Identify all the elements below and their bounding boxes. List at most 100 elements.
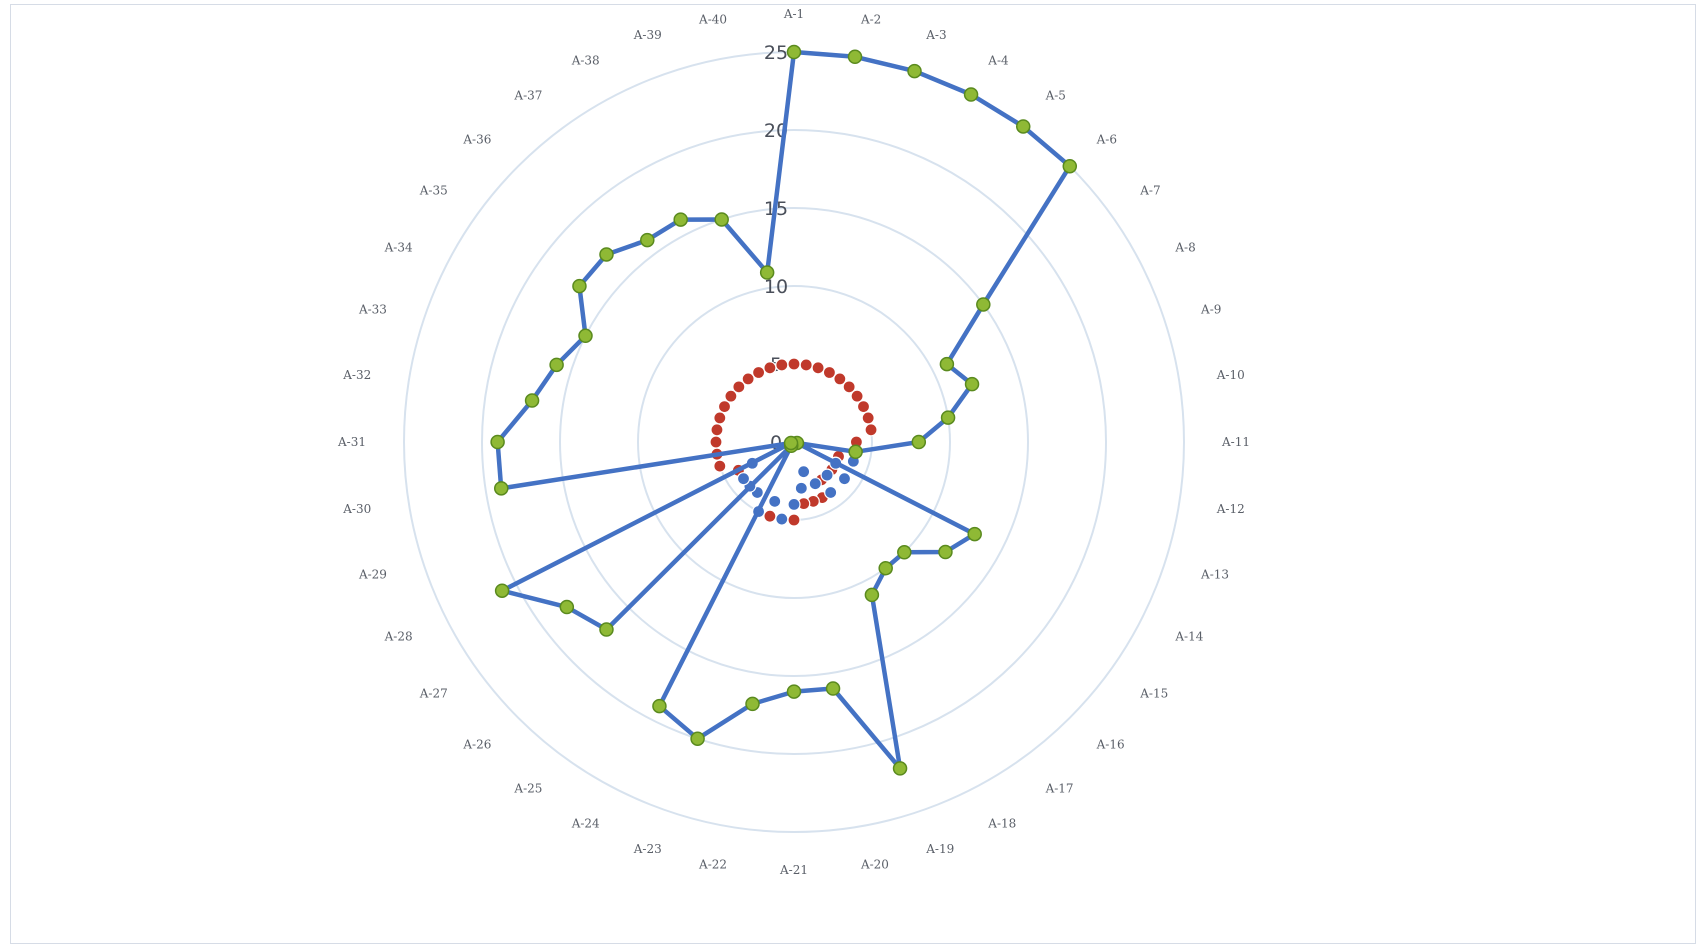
category-labels: A-1 A-2 A-3 A-4 A-5 A-6 A-7 A-8 A-9 A-10 A-11 A-12 A… [337, 7, 1250, 877]
category-label: A-2 [860, 12, 881, 26]
category-label: A-25 [513, 781, 542, 795]
data-point [640, 232, 655, 248]
category-label: A-7 [1139, 183, 1160, 197]
grid-ring [559, 207, 1029, 677]
data-point [811, 361, 825, 375]
grid-ring [481, 129, 1107, 755]
data-point [490, 434, 505, 450]
category-label: A-14 [1174, 629, 1203, 643]
data-point [732, 380, 746, 394]
data-point [939, 356, 955, 372]
data-point [847, 49, 863, 65]
data-point [940, 410, 956, 425]
data-point [763, 361, 777, 375]
data-point [864, 587, 880, 603]
grid-ring [637, 285, 951, 599]
category-label: A-17 [1045, 781, 1074, 795]
data-point [578, 328, 593, 344]
category-label: A-40 [698, 12, 727, 26]
data-point [714, 212, 729, 227]
category-label: A-24 [571, 816, 600, 830]
data-point [892, 761, 908, 776]
data-point [751, 365, 766, 380]
data-point [713, 411, 727, 425]
data-point [768, 494, 782, 508]
category-label: A-4 [987, 54, 1009, 68]
data-point [745, 696, 760, 712]
data-point [856, 399, 871, 414]
data-point [837, 472, 852, 486]
data-point [724, 389, 738, 403]
category-label: A-10 [1216, 368, 1245, 382]
category-label: A-35 [419, 183, 448, 197]
data-point [759, 265, 775, 280]
category-label: A-16 [1096, 738, 1125, 752]
data-point [967, 526, 982, 542]
data-point [599, 247, 614, 262]
category-label: A-39 [633, 28, 662, 42]
category-label: A-11 [1221, 435, 1250, 449]
data-point [786, 44, 802, 60]
data-point [741, 372, 755, 386]
data-point [493, 481, 509, 496]
data-point [709, 435, 723, 449]
category-label: A-27 [419, 687, 448, 701]
category-label: A-9 [1200, 303, 1221, 317]
category-label: A-30 [342, 502, 371, 516]
data-point [717, 399, 732, 414]
data-point [652, 698, 667, 714]
data-point [911, 434, 927, 450]
data-point [825, 681, 841, 696]
data-point [775, 512, 789, 526]
category-label: A-36 [462, 132, 491, 146]
category-label: A-23 [633, 842, 662, 856]
data-point [690, 731, 705, 746]
data-point [864, 423, 878, 437]
category-label: A-12 [1216, 502, 1245, 516]
data-point [822, 365, 837, 380]
category-label: A-1 [783, 7, 804, 21]
category-label: A-37 [513, 89, 542, 103]
category-label: A-5 [1045, 89, 1066, 103]
category-label: A-33 [358, 303, 387, 317]
data-point [976, 297, 991, 312]
data-point [710, 423, 724, 437]
category-label: A-29 [358, 567, 387, 581]
category-label: A-20 [860, 858, 889, 872]
category-label: A-34 [384, 241, 413, 255]
data-point [861, 411, 875, 425]
data-point [897, 545, 912, 560]
data-point [787, 513, 801, 527]
data-point [842, 380, 856, 394]
category-label: A-28 [384, 629, 413, 643]
data-point [783, 435, 799, 451]
series-1 [490, 44, 1078, 776]
data-point [794, 481, 808, 495]
category-label: A-21 [779, 863, 808, 877]
data-point [494, 583, 510, 598]
data-point [850, 389, 864, 403]
data-point [787, 357, 801, 371]
radial-tick-label: 25 [764, 42, 788, 64]
data-point [808, 477, 822, 491]
data-point [824, 485, 838, 500]
category-label: A-18 [987, 816, 1016, 830]
category-label: A-6 [1096, 132, 1117, 146]
category-label: A-15 [1139, 687, 1168, 701]
data-point [673, 212, 688, 227]
radial-tick-label: 10 [764, 276, 788, 298]
data-point [599, 622, 614, 637]
data-point [1015, 119, 1031, 134]
category-label: A-31 [337, 435, 366, 449]
data-point [775, 358, 789, 372]
category-label: A-3 [925, 28, 946, 42]
data-point [736, 472, 751, 486]
category-label: A-19 [925, 842, 954, 856]
data-point [549, 357, 564, 373]
data-point [963, 87, 979, 102]
series-layer [490, 44, 1078, 776]
data-point [799, 358, 813, 372]
data-point [1062, 158, 1078, 174]
data-point [797, 465, 811, 479]
data-point [878, 560, 893, 576]
